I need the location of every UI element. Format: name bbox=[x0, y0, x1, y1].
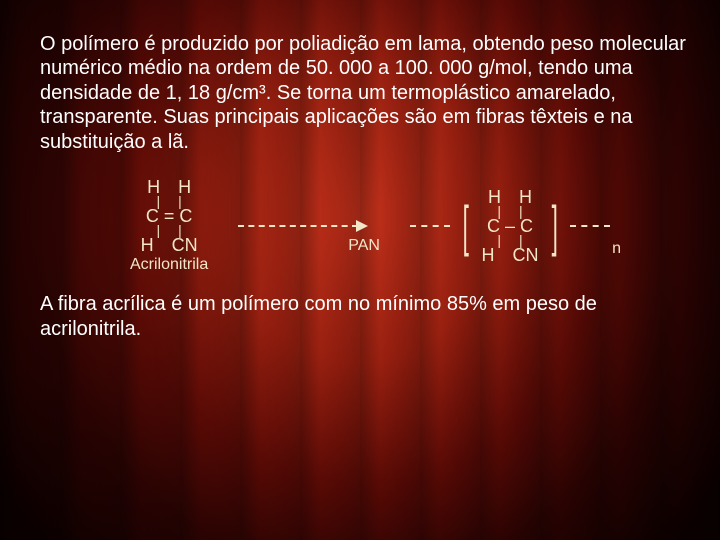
polymer-block: [ HH || C – C || HCN ] n bbox=[410, 188, 621, 264]
center-bond: C = C bbox=[146, 207, 193, 225]
atom-label: H bbox=[141, 236, 154, 254]
polymer-label: PAN bbox=[348, 237, 380, 255]
subscript-n: n bbox=[612, 240, 621, 258]
chain-dash-icon bbox=[410, 225, 450, 227]
paragraph-1: O polímero é produzido por poliadição em… bbox=[40, 32, 690, 154]
chemistry-diagram: HH || C = C || HCN Acrilonitrila PAN [ H… bbox=[130, 178, 690, 274]
bracket-left-icon: [ bbox=[463, 204, 469, 249]
atom-label: CN bbox=[513, 246, 539, 264]
bracket-right-icon: ] bbox=[551, 204, 557, 249]
reaction-arrow-icon bbox=[238, 225, 368, 227]
atom-label: H bbox=[482, 246, 495, 264]
center-bond: C – C bbox=[487, 217, 533, 235]
monomer-caption: Acrilonitrila bbox=[130, 256, 208, 274]
monomer-block: HH || C = C || HCN Acrilonitrila bbox=[130, 178, 208, 274]
paragraph-2: A fibra acrílica é um polímero com no mí… bbox=[40, 292, 690, 341]
chain-dash-icon bbox=[570, 225, 610, 227]
atom-label: CN bbox=[172, 236, 198, 254]
